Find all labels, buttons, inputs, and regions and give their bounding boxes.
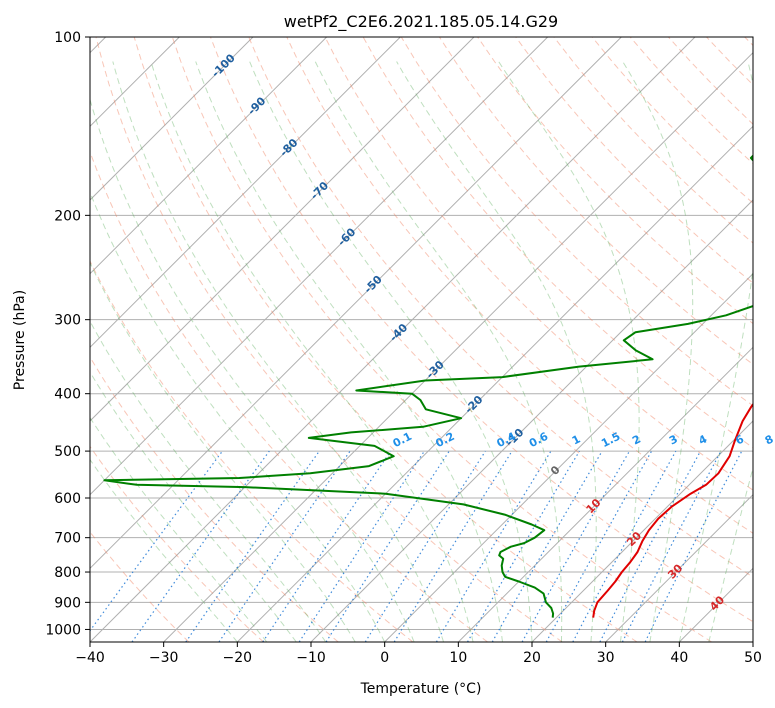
- moist-adiabat: [314, 61, 563, 642]
- isotherm-gridline: [457, 346, 753, 642]
- isotherm-gridline: [236, 125, 753, 642]
- moist-adiabat: [90, 371, 297, 642]
- isolines-layer: [90, 37, 753, 642]
- x-tick-label: 20: [523, 650, 541, 666]
- moist-adiabat: [90, 320, 327, 642]
- mixing-ratio-line: [185, 450, 320, 642]
- moist-adiabat: [622, 61, 694, 642]
- moist-adiabat: [90, 458, 238, 642]
- moist-adiabat: [90, 190, 386, 642]
- x-tick-label: −20: [223, 650, 253, 666]
- isotherm-gridline: [90, 37, 401, 349]
- dry-adiabat: [171, 37, 712, 642]
- moist-adiabat: [112, 61, 445, 642]
- y-tick-label: 900: [54, 595, 81, 611]
- mixing-ratio-line: [572, 450, 677, 642]
- mixing-ratio-line: [218, 450, 351, 642]
- mixing-ratio-line: [364, 450, 486, 642]
- isotherm-gridline: [531, 420, 753, 642]
- mixing-ratio-line: [325, 450, 450, 642]
- y-tick-label: 200: [54, 208, 81, 224]
- y-tick-label: 500: [54, 444, 81, 460]
- dry-adiabat: [210, 37, 753, 623]
- y-axis-title: Pressure (hPa): [12, 290, 28, 390]
- isotherm-gridline: [90, 37, 696, 642]
- isotherm-gridline: [310, 199, 753, 642]
- mixing-ratio-line: [466, 450, 580, 642]
- mixing-ratio-line: [599, 450, 702, 642]
- isotherm-gridline: [90, 37, 254, 201]
- moist-adiabat: [678, 61, 753, 642]
- moist-adiabat: [90, 261, 356, 642]
- x-tick-label: 50: [744, 650, 762, 666]
- profiles-layer: [103, 154, 753, 618]
- y-tick-label: 100: [54, 30, 81, 46]
- x-tick-label: −40: [75, 650, 105, 666]
- y-tick-label: 700: [54, 531, 81, 547]
- mixing-ratio-line: [435, 450, 552, 642]
- x-tick-label: −10: [296, 650, 326, 666]
- isotherm-gridline: [605, 493, 753, 642]
- dry-adiabat: [324, 37, 753, 491]
- moist-adiabat: [708, 466, 753, 642]
- ticks-layer: −40 −30 −20 −10 0 10 20 30 40 50 100 200 300 400 500 60…: [45, 30, 762, 666]
- x-tick-label: 40: [670, 650, 688, 666]
- dry-adiabat: [90, 259, 414, 642]
- moist-adiabat: [150, 61, 474, 642]
- isotherm-gridline: [90, 37, 475, 422]
- isotherm-gridline: [163, 51, 753, 642]
- x-tick-label: 30: [597, 650, 615, 666]
- dry-adiabat: [133, 37, 638, 642]
- plot-frame: [89, 36, 754, 643]
- dewpoint-profile-line: [103, 154, 753, 618]
- dry-adiabat: [90, 445, 264, 642]
- dry-adiabat: [95, 37, 563, 642]
- dry-adiabat: [248, 37, 753, 578]
- moist-adiabat: [90, 416, 268, 642]
- mixing-ratio-line: [393, 450, 513, 642]
- mixing-ratio-line: [262, 450, 392, 642]
- moist-adiabat: [396, 61, 597, 642]
- y-tick-label: 600: [54, 491, 81, 507]
- isotherm-gridline: [384, 272, 753, 642]
- moist-adiabat: [195, 61, 503, 642]
- y-tick-label: 400: [54, 387, 81, 403]
- grid-layer: [90, 37, 753, 642]
- dry-adiabat: [286, 37, 753, 534]
- x-axis-title: Temperature (°C): [360, 681, 482, 697]
- isotherm-gridline: [90, 37, 622, 570]
- isotherm-gridline: [90, 37, 328, 275]
- x-tick-label: 10: [449, 650, 467, 666]
- moist-adiabat: [498, 61, 640, 642]
- chart-title: wetPf2_C2E6.2021.185.05.14.G29: [284, 12, 558, 32]
- temperature-profile-line: [592, 402, 753, 618]
- x-tick-label: 0: [380, 650, 389, 666]
- y-tick-label: 1000: [45, 622, 81, 638]
- x-tick-label: −30: [149, 650, 179, 666]
- moist-adiabat: [249, 61, 533, 642]
- dry-adiabat: [515, 37, 753, 284]
- y-tick-label: 800: [54, 565, 81, 581]
- y-tick-label: 300: [54, 313, 81, 329]
- isotherm-gridline: [90, 37, 549, 496]
- moist-adiabat: [90, 97, 415, 642]
